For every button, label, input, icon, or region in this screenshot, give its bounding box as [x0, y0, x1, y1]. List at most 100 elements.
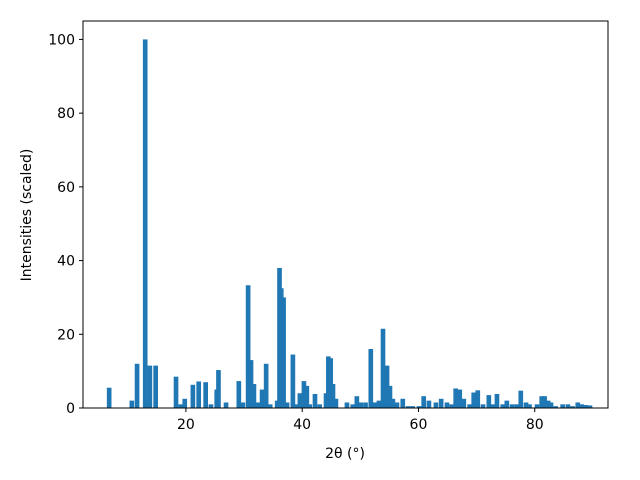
bar — [354, 396, 360, 408]
bar — [372, 402, 378, 408]
bar — [394, 402, 400, 408]
bar — [494, 393, 500, 408]
bar — [565, 404, 571, 408]
bar — [236, 381, 242, 408]
bar — [245, 285, 251, 408]
bar — [326, 356, 331, 408]
bar — [263, 363, 269, 408]
x-tick-label: 60 — [410, 417, 428, 433]
bar — [173, 376, 179, 408]
bar — [153, 365, 158, 408]
bar — [223, 402, 229, 408]
y-tick-label: 100 — [48, 32, 75, 48]
x-tick-label: 40 — [293, 417, 311, 433]
bar — [583, 405, 589, 408]
bar — [304, 385, 310, 408]
bar — [106, 387, 112, 408]
bar — [461, 398, 467, 408]
x-axis-label: 2θ (°) — [325, 446, 365, 462]
bar — [301, 381, 307, 408]
bar — [480, 404, 486, 408]
bar — [350, 404, 356, 408]
bar — [570, 406, 575, 408]
y-axis-label: Intensities (scaled) — [19, 149, 35, 282]
bar — [426, 400, 432, 408]
bar — [453, 388, 458, 408]
bar — [248, 360, 254, 408]
bar — [147, 365, 153, 408]
bar — [190, 384, 196, 408]
bar — [358, 402, 364, 408]
bar — [281, 297, 286, 408]
bar — [208, 404, 214, 408]
bar — [560, 404, 565, 408]
x-tick-label: 20 — [177, 417, 195, 433]
y-tick-label: 60 — [57, 180, 75, 196]
bar — [545, 400, 551, 408]
bar — [390, 398, 396, 408]
bar — [203, 382, 208, 408]
bar — [449, 404, 454, 408]
bar — [328, 358, 333, 408]
y-tick-label: 0 — [66, 401, 75, 417]
bar — [587, 405, 593, 408]
bar — [475, 390, 481, 408]
bar — [278, 288, 284, 408]
bar — [523, 402, 529, 408]
bar — [575, 402, 581, 408]
bar — [486, 395, 492, 408]
bar — [400, 398, 406, 408]
bar — [267, 404, 273, 408]
bar — [376, 400, 382, 408]
bar — [384, 365, 390, 408]
bar — [490, 404, 496, 408]
bar — [251, 384, 257, 408]
bar — [142, 39, 148, 409]
bar — [514, 404, 520, 408]
bar — [129, 400, 135, 408]
bar — [380, 328, 386, 408]
bar — [387, 385, 393, 408]
bar — [542, 396, 547, 408]
bar — [444, 402, 450, 408]
bar — [438, 398, 444, 408]
bar — [433, 402, 439, 408]
bar — [504, 400, 510, 408]
bar — [134, 363, 140, 408]
bar — [196, 381, 202, 408]
x-tick-label: 80 — [526, 417, 544, 433]
y-tick-label: 80 — [57, 106, 75, 122]
bar — [363, 402, 368, 408]
bar — [290, 354, 296, 408]
y-tick-label: 40 — [57, 254, 75, 270]
bar — [317, 404, 322, 408]
bar — [240, 402, 246, 408]
bar — [405, 406, 411, 408]
bar — [333, 398, 339, 408]
bar — [182, 398, 188, 408]
bar — [368, 349, 374, 408]
bar — [255, 402, 261, 408]
plot-frame — [82, 20, 609, 409]
bar — [548, 402, 554, 408]
bar — [259, 389, 265, 408]
bar — [297, 393, 303, 408]
bar — [410, 406, 415, 408]
bar — [330, 384, 336, 408]
bar — [178, 404, 183, 408]
bar — [293, 404, 299, 408]
bar — [509, 404, 515, 408]
bar — [284, 402, 290, 408]
bar — [421, 396, 427, 408]
bar — [307, 404, 313, 408]
bar — [457, 389, 463, 408]
bar — [216, 370, 221, 408]
bar — [344, 402, 350, 408]
bar — [467, 404, 472, 408]
bar — [579, 404, 585, 408]
bar — [416, 406, 422, 408]
bar — [539, 396, 545, 408]
bar — [518, 390, 524, 408]
bar — [471, 392, 477, 408]
